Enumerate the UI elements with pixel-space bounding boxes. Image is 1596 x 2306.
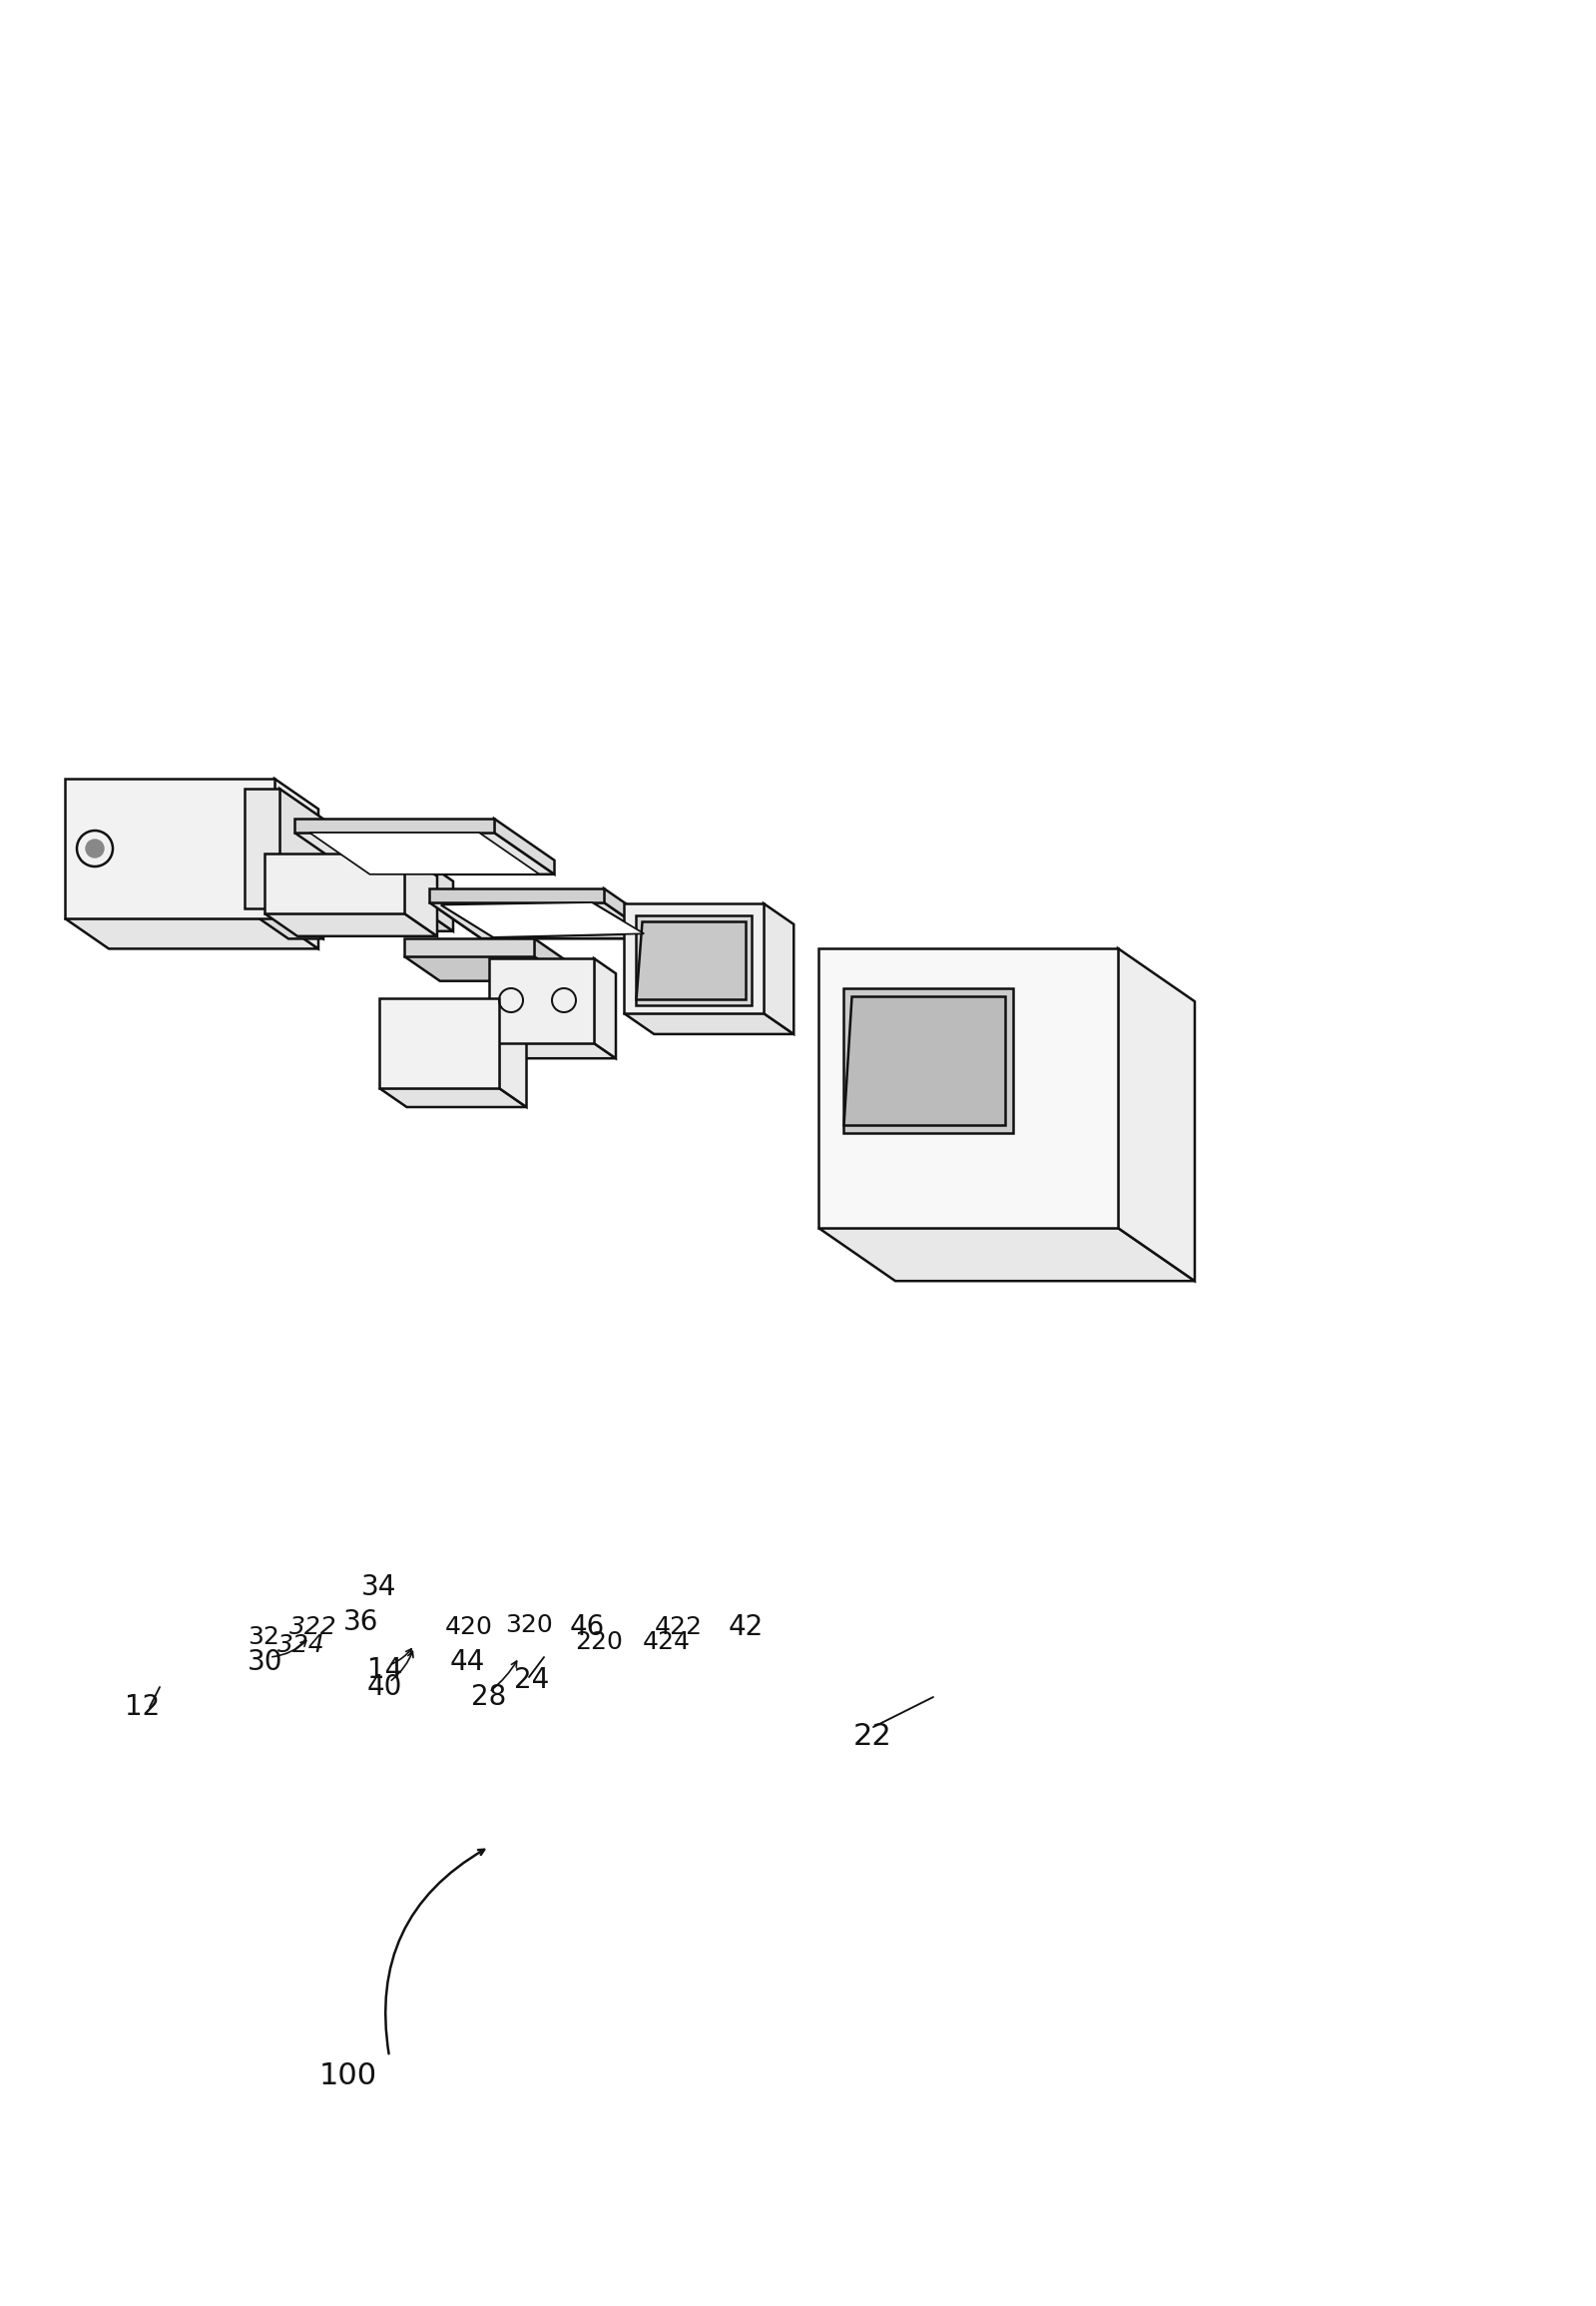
Text: 28: 28 [471, 1683, 506, 1711]
Polygon shape [402, 858, 420, 909]
Polygon shape [294, 832, 554, 874]
Text: 322: 322 [289, 1614, 337, 1640]
Polygon shape [420, 858, 453, 932]
Text: 14: 14 [367, 1656, 402, 1683]
Polygon shape [294, 832, 554, 874]
Polygon shape [402, 909, 453, 932]
Text: 324: 324 [278, 1633, 326, 1658]
Polygon shape [265, 913, 437, 936]
Polygon shape [763, 904, 793, 1033]
Polygon shape [244, 909, 324, 939]
Text: 24: 24 [514, 1667, 549, 1695]
Polygon shape [603, 888, 656, 939]
Polygon shape [624, 904, 763, 1012]
Polygon shape [429, 902, 656, 939]
Polygon shape [624, 1012, 793, 1033]
Polygon shape [404, 853, 437, 936]
Text: 420: 420 [445, 1614, 493, 1640]
Polygon shape [65, 918, 318, 948]
Polygon shape [500, 998, 527, 1107]
Text: 44: 44 [450, 1649, 485, 1676]
Polygon shape [244, 789, 279, 909]
Polygon shape [635, 922, 745, 998]
Polygon shape [265, 853, 404, 913]
Polygon shape [249, 858, 267, 909]
Text: 32: 32 [247, 1626, 279, 1649]
Text: 42: 42 [729, 1614, 764, 1642]
Polygon shape [404, 957, 570, 980]
Polygon shape [267, 858, 300, 932]
Polygon shape [843, 989, 1013, 1132]
Polygon shape [380, 998, 500, 1088]
Polygon shape [249, 909, 300, 932]
Polygon shape [488, 1042, 616, 1058]
Polygon shape [294, 819, 495, 832]
Polygon shape [275, 779, 318, 948]
Polygon shape [488, 959, 594, 1042]
Text: 100: 100 [319, 2062, 377, 2092]
Text: 34: 34 [362, 1573, 397, 1600]
Polygon shape [1117, 948, 1195, 1280]
Text: 12: 12 [124, 1693, 160, 1720]
Polygon shape [279, 789, 324, 939]
Polygon shape [535, 939, 570, 980]
Polygon shape [404, 939, 535, 957]
Text: 22: 22 [854, 1723, 892, 1753]
Text: 46: 46 [570, 1614, 605, 1642]
Text: 424: 424 [643, 1630, 691, 1653]
Polygon shape [429, 888, 603, 902]
Text: 30: 30 [247, 1649, 282, 1676]
Polygon shape [635, 915, 752, 1005]
Polygon shape [380, 1088, 527, 1107]
Polygon shape [843, 996, 1005, 1125]
Polygon shape [819, 948, 1117, 1227]
Polygon shape [65, 779, 275, 918]
Text: 220: 220 [575, 1630, 622, 1653]
Polygon shape [440, 902, 645, 936]
Polygon shape [429, 902, 656, 939]
Polygon shape [819, 1227, 1195, 1280]
Text: 320: 320 [506, 1614, 552, 1637]
Polygon shape [310, 832, 539, 874]
Circle shape [86, 839, 104, 858]
Polygon shape [440, 902, 645, 936]
Text: 40: 40 [367, 1674, 402, 1702]
Text: 36: 36 [343, 1607, 378, 1637]
Polygon shape [495, 819, 554, 874]
Text: 422: 422 [654, 1614, 702, 1640]
Polygon shape [594, 959, 616, 1058]
